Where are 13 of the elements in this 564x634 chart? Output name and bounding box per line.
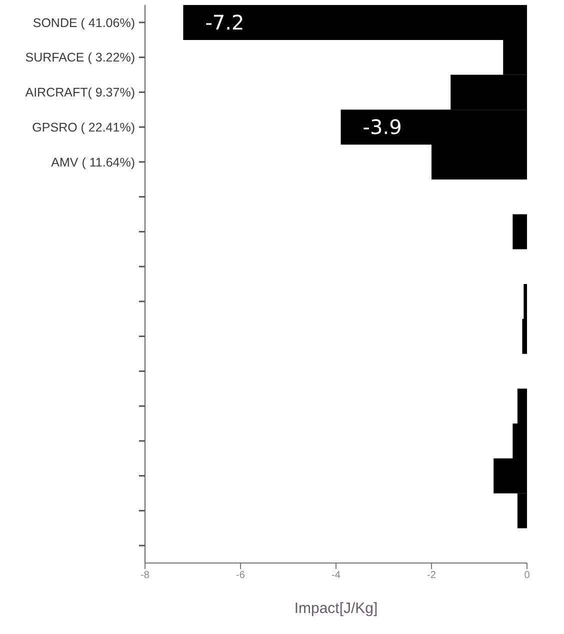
x-tick-label: -8	[140, 570, 150, 582]
x-tick-label: -2	[427, 570, 436, 582]
y-tick-label: SONDE ( 41.06%)	[32, 16, 135, 30]
x-axis-title: Impact[J/Kg]	[294, 600, 378, 617]
x-tick-label: -6	[236, 570, 246, 582]
y-tick-label: SURFACE ( 3.22%)	[25, 50, 135, 65]
y-tick-label: GPSRO ( 22.41%)	[32, 120, 135, 134]
data-label: -3.9	[362, 115, 402, 140]
x-tick-label: 0	[524, 570, 530, 582]
data-label: -7.2	[205, 10, 244, 34]
x-tick-label: -4	[332, 570, 341, 582]
y-tick-label: AMV ( 11.64%)	[51, 155, 135, 170]
y-tick-label: AIRCRAFT( 9.37%)	[25, 86, 135, 100]
